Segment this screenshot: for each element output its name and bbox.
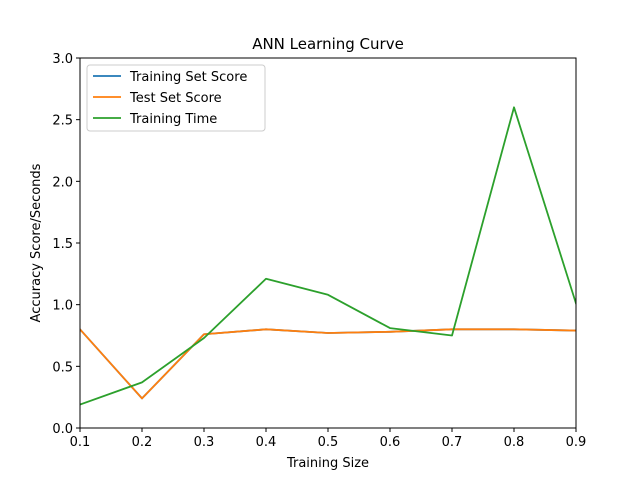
x-axis: 0.1 0.2 0.3 0.4 0.5 0.6 0.7 0.8 0.9: [70, 428, 587, 450]
y-tick-label: 1.0: [52, 299, 73, 314]
y-tick-label: 0.5: [52, 360, 73, 375]
x-tick-label: 0.8: [504, 435, 525, 450]
series-line-test-set-score: [80, 328, 576, 400]
x-axis-label: Training Size: [286, 456, 369, 471]
legend-box: [86, 64, 266, 132]
legend-label: Training Time: [129, 112, 217, 127]
chart-title: ANN Learning Curve: [252, 35, 404, 53]
x-tick-label: 0.5: [318, 435, 339, 450]
y-axis: 0.0 0.5 1.0 1.5 2.0 2.5 3.0: [52, 52, 80, 437]
y-axis-label: Accuracy Score/Seconds: [29, 163, 44, 322]
y-tick-label: 1.5: [52, 237, 73, 252]
x-tick-label: 0.9: [566, 435, 587, 450]
x-tick-label: 0.1: [70, 435, 91, 450]
legend: Training Set Score Test Set Score Training…: [86, 64, 266, 132]
series-line-training-time: [80, 106, 576, 406]
legend-label: Test Set Score: [129, 91, 222, 106]
series-layer: [80, 106, 576, 406]
legend-label: Training Set Score: [129, 70, 247, 85]
y-tick-label: 3.0: [52, 52, 73, 67]
y-tick-label: 2.5: [52, 114, 73, 129]
x-tick-label: 0.4: [256, 435, 277, 450]
x-tick-label: 0.2: [132, 435, 153, 450]
x-tick-label: 0.3: [194, 435, 215, 450]
x-tick-label: 0.6: [380, 435, 401, 450]
y-tick-label: 2.0: [52, 175, 73, 190]
y-tick-label: 0.0: [52, 422, 73, 437]
x-tick-label: 0.7: [442, 435, 463, 450]
